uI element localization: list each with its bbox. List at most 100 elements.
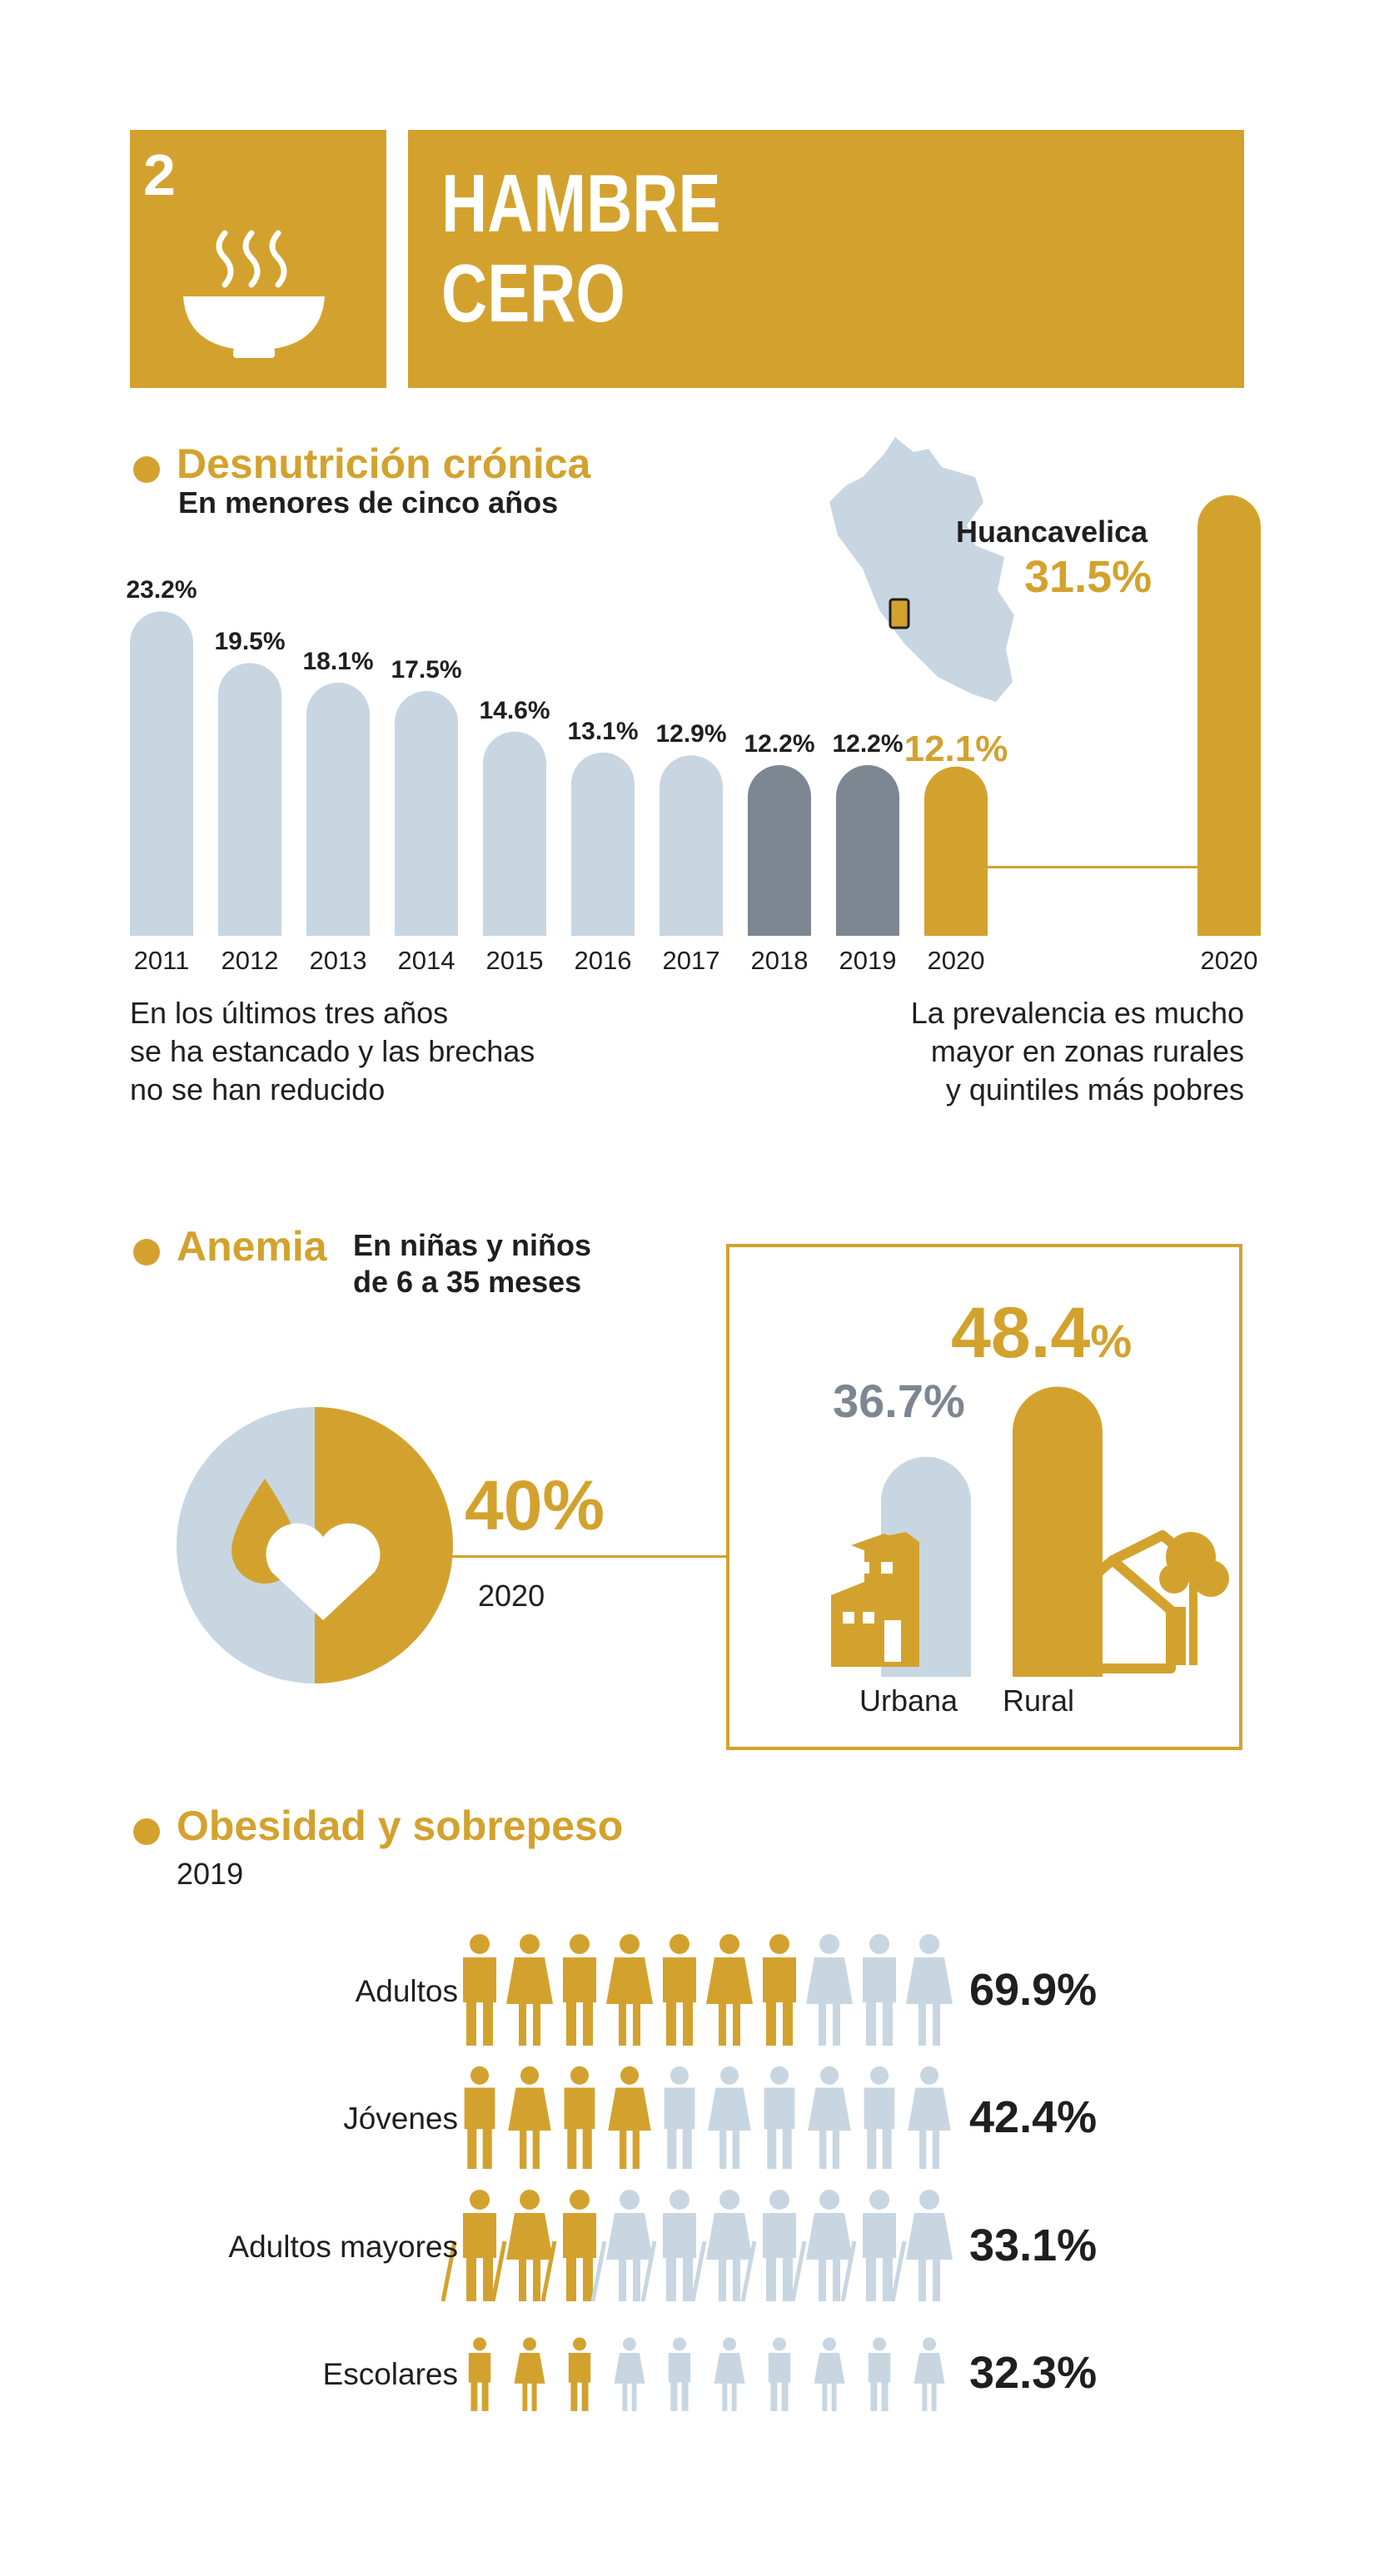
year-label-2018: 2018 — [750, 946, 809, 975]
year-label-2015: 2015 — [485, 946, 544, 975]
goal-title: HAMBRE CERO — [441, 158, 720, 338]
person-icon — [606, 1934, 653, 2046]
anemia-year: 2020 — [478, 1579, 545, 1613]
person-icon — [763, 1934, 796, 2046]
year-label-2013: 2013 — [309, 946, 367, 975]
goal-title-box — [408, 130, 1244, 388]
rural-value-percent: % — [1090, 1315, 1133, 1367]
anemia-value: 40% — [465, 1466, 605, 1544]
bar-2014 — [395, 691, 458, 936]
section-bullet — [133, 1818, 160, 1845]
rural-house-icon — [1049, 1530, 1229, 1673]
person-icon — [506, 1934, 553, 2046]
row-label-2: Adultos mayores — [228, 2230, 458, 2264]
note-right: La prevalencia es mucho mayor en zonas r… — [911, 994, 1244, 1109]
bar-label-2019: 12.2% — [832, 730, 904, 758]
person-icon — [608, 2066, 651, 2170]
goal-number: 2 — [143, 142, 176, 207]
year-label-2019: 2019 — [839, 946, 897, 975]
person-icon — [590, 2190, 653, 2302]
year-label-2014: 2014 — [397, 946, 456, 975]
person-icon — [706, 1934, 753, 2046]
note-left-line3: no se han reducido — [130, 1072, 386, 1106]
person-icon — [868, 2337, 891, 2411]
anemia-subtitle: En niñas y niños de 6 a 35 meses — [353, 1227, 591, 1300]
bar-label-2013: 18.1% — [302, 647, 374, 675]
year-label-2012: 2012 — [221, 946, 279, 975]
year-label-2020: 2020 — [927, 946, 985, 975]
person-icon — [441, 2190, 496, 2302]
bowl-icon — [183, 230, 325, 358]
section-bullet — [133, 456, 160, 483]
desnutricion-subtitle: En menores de cinco años — [178, 485, 559, 520]
anemia-subtitle-line2: de 6 a 35 meses — [353, 1265, 582, 1299]
bar-2019 — [836, 765, 899, 936]
obesidad-title: Obesidad y sobrepeso — [177, 1803, 624, 1849]
urban-value: 36.7% — [833, 1375, 965, 1427]
urban-rural-box — [726, 1244, 1242, 1750]
row-value-1: 42.4% — [969, 2092, 1098, 2142]
region-value: 31.5% — [1024, 552, 1152, 602]
bar-2013 — [306, 682, 370, 936]
bar-huancavelica — [1197, 495, 1261, 936]
anemia-pie — [177, 1407, 453, 1683]
person-icon — [863, 1934, 896, 2046]
rural-value-number: 48.4 — [951, 1293, 1091, 1373]
bar-label-2018: 12.2% — [744, 730, 815, 758]
bar-label-2014: 17.5% — [391, 656, 462, 684]
bar-label-2020: 12.1% — [904, 728, 1008, 769]
person-icon — [508, 2066, 551, 2170]
person-icon — [768, 2337, 791, 2411]
person-icon — [663, 1934, 696, 2046]
bar-label-2011: 23.2% — [126, 576, 197, 604]
bar-label-2017: 12.9% — [655, 720, 727, 748]
region-name: Huancavelica — [956, 515, 1148, 549]
person-icon — [463, 1934, 496, 2046]
row-value-2: 33.1% — [969, 2220, 1098, 2270]
connector-line — [450, 1555, 728, 1558]
row-label-0: Adultos — [355, 1974, 458, 2008]
bar-rural — [1013, 1386, 1103, 1677]
anemia-title: Anemia — [177, 1223, 327, 1270]
person-icon — [790, 2190, 853, 2302]
peru-map-icon — [829, 437, 1014, 702]
year-label-2016: 2016 — [574, 946, 632, 975]
person-icon — [740, 2190, 796, 2302]
person-icon — [906, 1934, 953, 2046]
person-icon — [908, 2066, 951, 2170]
bar-2016 — [571, 752, 635, 936]
bar-label-2015: 14.6% — [479, 696, 550, 724]
anemia-subtitle-line1: En niñas y niños — [353, 1228, 592, 1262]
goal-title-line2: CERO — [441, 247, 625, 339]
note-right-line3: y quintiles más pobres — [945, 1072, 1244, 1106]
note-right-line2: mayor en zonas rurales — [930, 1034, 1244, 1068]
person-icon — [564, 2066, 595, 2170]
desnutricion-chart — [130, 495, 1261, 936]
obesidad-year: 2019 — [177, 1857, 244, 1891]
goal-title-line1: HAMBRE — [441, 157, 721, 249]
person-icon — [540, 2190, 596, 2302]
person-icon — [640, 2190, 696, 2302]
desnutricion-title: Desnutrición crónica — [177, 440, 591, 487]
row-value-0: 69.9% — [969, 1965, 1098, 2015]
person-icon — [708, 2066, 751, 2170]
section-bullet — [133, 1239, 160, 1266]
person-icon — [690, 2190, 753, 2302]
bar-label-2012: 19.5% — [214, 628, 286, 656]
note-right-line1: La prevalencia es mucho — [910, 996, 1244, 1030]
person-icon — [614, 2337, 645, 2411]
bar-2017 — [660, 755, 723, 936]
person-icon — [814, 2337, 845, 2411]
row-label-3: Escolares — [322, 2357, 458, 2391]
row-label-1: Jóvenes — [343, 2101, 458, 2136]
person-icon — [464, 2066, 495, 2170]
person-icon — [890, 2190, 953, 2302]
person-icon — [668, 2337, 691, 2411]
person-icon — [864, 2066, 895, 2170]
person-icon — [568, 2337, 591, 2411]
year-label-huancavelica: 2020 — [1200, 946, 1258, 975]
pie-slice-anemia — [315, 1407, 453, 1683]
note-left-line1: En los últimos tres años — [130, 996, 449, 1030]
bar-2018 — [748, 765, 811, 936]
person-icon — [563, 1934, 596, 2046]
